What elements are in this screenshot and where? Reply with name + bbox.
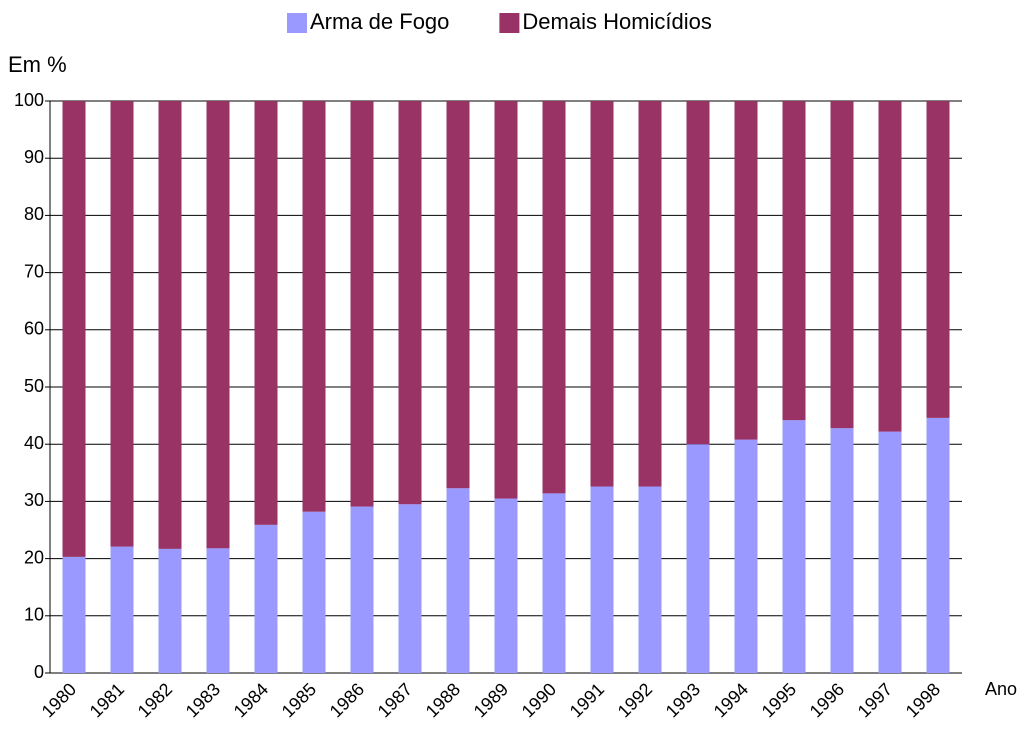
bar-segment <box>638 486 662 673</box>
y-tick-label: 30 <box>24 490 44 510</box>
bar-segment <box>590 486 614 673</box>
x-tick-label: 1992 <box>614 679 656 721</box>
y-tick-label: 20 <box>24 547 44 567</box>
x-tick-label: 1993 <box>662 679 704 721</box>
bar-segment <box>62 556 86 673</box>
bar-segment <box>830 428 854 673</box>
y-tick-label: 40 <box>24 433 44 453</box>
y-tick-label: 80 <box>24 204 44 224</box>
bar-segment <box>734 439 758 673</box>
bar-segment <box>446 488 470 673</box>
x-tick-label: 1988 <box>422 679 464 721</box>
bar-segment <box>878 101 902 432</box>
bar-segment <box>398 504 422 673</box>
bar-segment <box>158 548 182 673</box>
bar-segment <box>206 101 230 549</box>
bar-segment <box>638 101 662 487</box>
bar-segment <box>158 101 182 549</box>
bar-segment <box>782 420 806 673</box>
y-tick-label: 60 <box>24 319 44 339</box>
bar-segment <box>686 444 710 673</box>
x-tick-label: 1995 <box>758 679 800 721</box>
bar-segment <box>254 101 278 525</box>
x-tick-label: 1987 <box>374 679 416 721</box>
x-tick-label: 1991 <box>566 679 608 721</box>
bar-segment <box>542 101 566 494</box>
bar-segment <box>62 101 86 557</box>
legend-swatch <box>287 13 307 33</box>
x-tick-label: 1984 <box>230 679 272 721</box>
x-tick-label: 1986 <box>326 679 368 721</box>
x-tick-label: 1990 <box>518 679 560 721</box>
x-tick-label: 1994 <box>710 679 752 721</box>
bar-segment <box>542 493 566 673</box>
y-tick-label: 70 <box>24 261 44 281</box>
x-tick-label: 1982 <box>134 679 176 721</box>
x-tick-label: 1996 <box>806 679 848 721</box>
bar-segment <box>734 101 758 440</box>
bar-segment <box>446 101 470 489</box>
x-tick-label: 1985 <box>278 679 320 721</box>
x-tick-label: 1983 <box>182 679 224 721</box>
x-tick-label: 1980 <box>38 679 80 721</box>
bar-segment <box>926 101 950 418</box>
bar-segment <box>110 546 134 673</box>
y-tick-label: 50 <box>24 376 44 396</box>
y-tick-label: 0 <box>34 662 44 682</box>
x-axis-label: Ano <box>985 679 1017 699</box>
legend-label: Arma de Fogo <box>310 9 449 34</box>
y-tick-label: 10 <box>24 605 44 625</box>
bar-segment <box>686 101 710 445</box>
bar-segment <box>830 101 854 429</box>
y-tick-label: 90 <box>24 147 44 167</box>
bar-segment <box>110 101 134 547</box>
bar-segment <box>350 506 374 673</box>
legend-swatch <box>499 13 520 33</box>
bar-segment <box>302 101 326 512</box>
bar-segment <box>926 417 950 673</box>
bar-segment <box>782 101 806 421</box>
x-tick-label: 1998 <box>902 679 944 721</box>
bar-segment <box>398 101 422 505</box>
bar-segment <box>494 101 518 499</box>
bar-segment <box>206 548 230 673</box>
bar-segment <box>350 101 374 507</box>
bar-segment <box>590 101 614 487</box>
bar-segment <box>494 498 518 673</box>
legend-label: Demais Homicídios <box>522 9 712 34</box>
y-axis-label: Em % <box>8 52 67 77</box>
x-tick-label: 1981 <box>86 679 128 721</box>
bar-segment <box>254 524 278 673</box>
bar-segment <box>878 431 902 673</box>
x-tick-label: 1989 <box>470 679 512 721</box>
bar-segment <box>302 511 326 673</box>
x-tick-label: 1997 <box>854 679 896 721</box>
y-tick-label: 100 <box>14 90 44 110</box>
